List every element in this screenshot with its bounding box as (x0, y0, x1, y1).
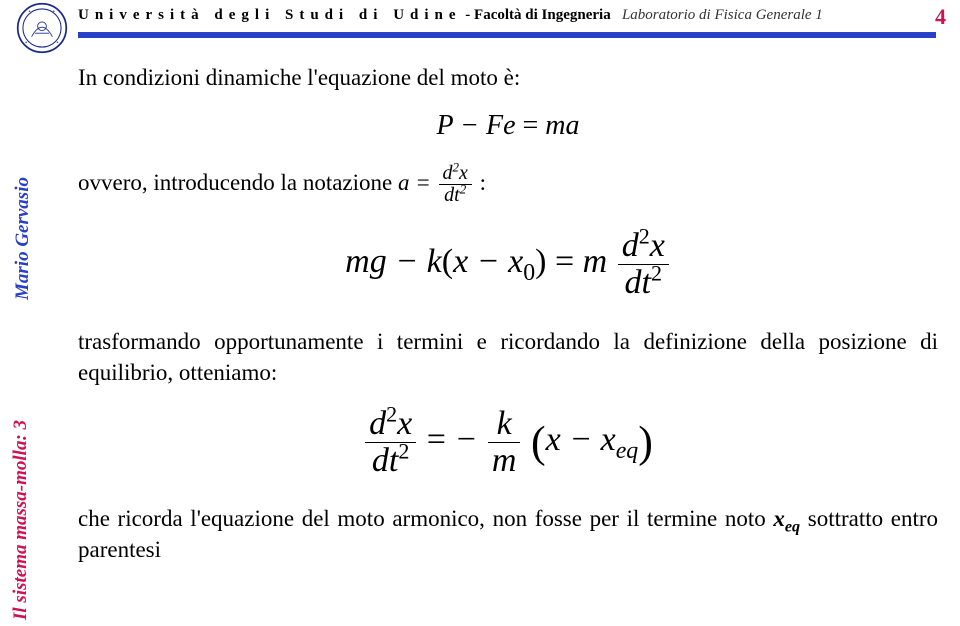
university-seal: ✦ ✦ ✦ ✦ (16, 2, 68, 54)
faculty-name: Facoltà di Ingegneria (474, 7, 611, 23)
para-4: che ricorda l'equazione del moto armonic… (78, 503, 938, 565)
header-rule (78, 32, 936, 38)
university-name: Università degli Studi di Udine (78, 7, 462, 23)
page-header: Università degli Studi di Udine - Facolt… (78, 6, 938, 24)
equation-1: P − Fe = ma (78, 107, 938, 145)
para-3: trasformando opportunamente i termini e … (78, 326, 938, 388)
svg-text:✦: ✦ (25, 41, 28, 45)
author-sidecap: Mario Gervasio (12, 177, 34, 300)
page-number: 4 (935, 4, 946, 30)
lab-name: Laboratorio di Fisica Generale 1 (622, 7, 823, 23)
equation-3: d2x dt2 = − k m (x − xeq) (78, 406, 938, 478)
equation-2: mg − k(x − x0) = m d2x dt2 (78, 228, 938, 300)
svg-text:✦: ✦ (28, 9, 31, 13)
para-2: ovvero, introducendo la notazione a = d2… (78, 163, 938, 206)
body-text: In condizioni dinamiche l'equazione del … (78, 62, 938, 579)
para-1: In condizioni dinamiche l'equazione del … (78, 62, 938, 93)
svg-text:✦: ✦ (56, 41, 59, 45)
svg-text:✦: ✦ (52, 9, 55, 13)
section-sidecap: Il sistema massa-molla: 3 (10, 420, 32, 620)
